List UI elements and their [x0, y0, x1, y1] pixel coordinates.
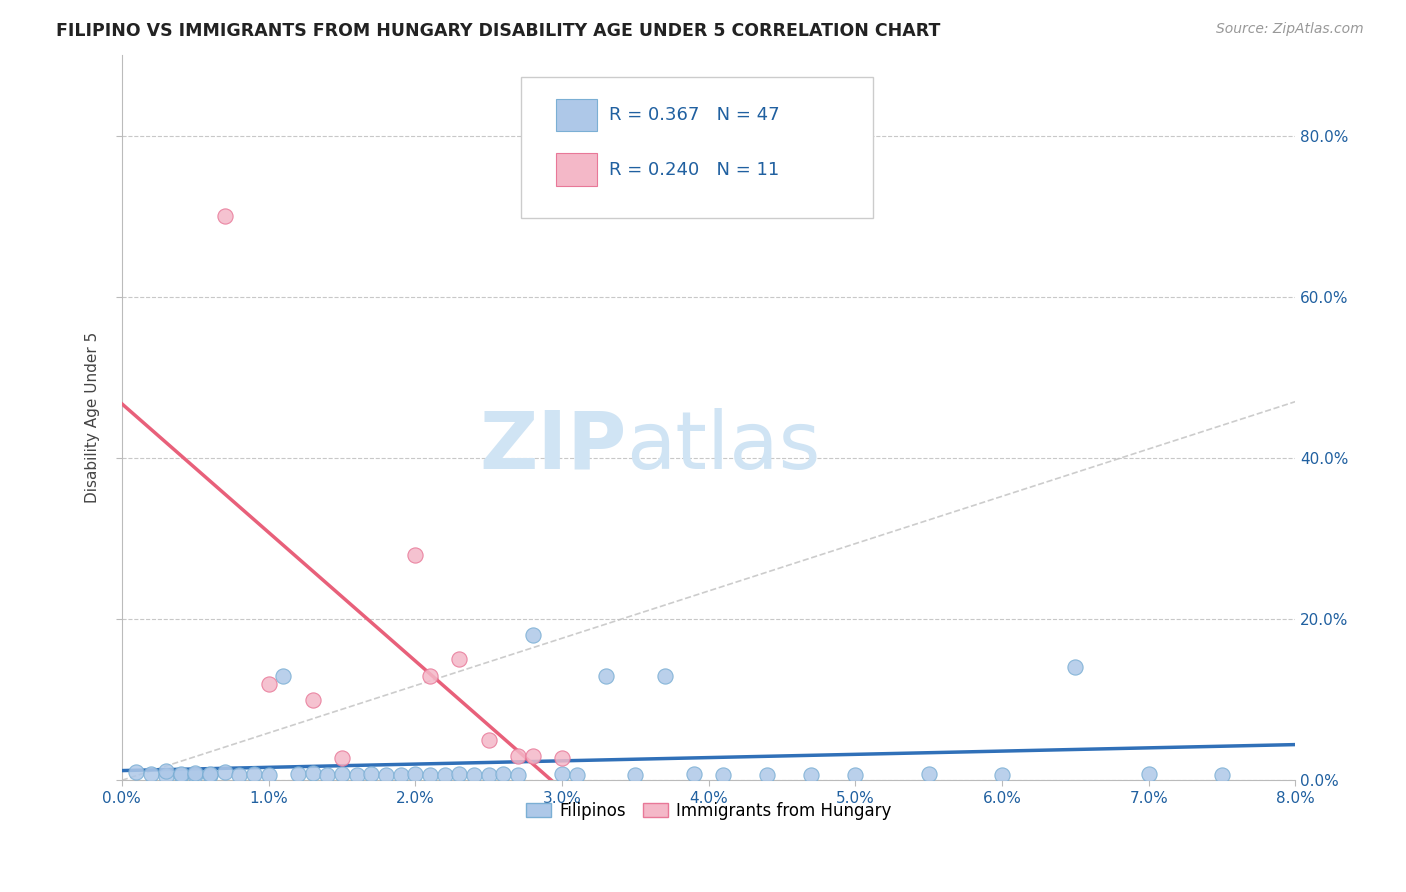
Filipinos — [214, 765, 236, 780]
Immigrants from Hungary — [214, 209, 236, 223]
Filipinos — [271, 668, 294, 682]
Filipinos — [330, 767, 353, 781]
Filipinos — [463, 767, 485, 781]
Legend: Filipinos, Immigrants from Hungary: Filipinos, Immigrants from Hungary — [519, 795, 898, 826]
Filipinos — [301, 766, 323, 780]
Text: R = 0.240   N = 11: R = 0.240 N = 11 — [609, 161, 779, 178]
Filipinos — [844, 768, 866, 782]
Filipinos — [198, 767, 221, 781]
Filipinos — [257, 768, 280, 782]
Filipinos — [316, 767, 339, 781]
Filipinos — [404, 767, 426, 781]
Filipinos — [155, 764, 177, 778]
Filipinos — [478, 768, 501, 782]
Filipinos — [169, 767, 191, 781]
Filipinos — [756, 767, 779, 781]
Immigrants from Hungary — [506, 749, 529, 764]
Filipinos — [243, 767, 266, 781]
Filipinos — [169, 767, 191, 781]
Filipinos — [125, 765, 148, 780]
Immigrants from Hungary — [330, 750, 353, 764]
Filipinos — [374, 768, 396, 782]
Immigrants from Hungary — [301, 692, 323, 706]
Immigrants from Hungary — [478, 733, 501, 747]
Filipinos — [360, 767, 382, 781]
Text: ZIP: ZIP — [479, 408, 627, 486]
Text: Source: ZipAtlas.com: Source: ZipAtlas.com — [1216, 22, 1364, 37]
Filipinos — [1137, 767, 1160, 781]
Filipinos — [624, 767, 647, 781]
Filipinos — [287, 767, 309, 781]
Filipinos — [711, 767, 734, 781]
Filipinos — [595, 668, 617, 682]
Filipinos — [918, 767, 941, 781]
Y-axis label: Disability Age Under 5: Disability Age Under 5 — [86, 332, 100, 503]
Bar — [555, 99, 598, 131]
Filipinos — [346, 767, 368, 781]
Text: FILIPINO VS IMMIGRANTS FROM HUNGARY DISABILITY AGE UNDER 5 CORRELATION CHART: FILIPINO VS IMMIGRANTS FROM HUNGARY DISA… — [56, 22, 941, 40]
Text: atlas: atlas — [627, 408, 821, 486]
FancyBboxPatch shape — [520, 77, 873, 219]
Filipinos — [389, 767, 412, 781]
Filipinos — [683, 767, 706, 781]
Text: R = 0.367   N = 47: R = 0.367 N = 47 — [609, 105, 779, 124]
Filipinos — [991, 767, 1014, 781]
Filipinos — [551, 767, 574, 781]
Filipinos — [155, 769, 177, 783]
Immigrants from Hungary — [449, 652, 471, 666]
Filipinos — [1064, 660, 1087, 674]
Immigrants from Hungary — [551, 750, 574, 764]
Immigrants from Hungary — [522, 749, 544, 764]
Filipinos — [654, 668, 676, 682]
Immigrants from Hungary — [257, 676, 280, 690]
Filipinos — [433, 768, 456, 782]
Filipinos — [565, 767, 588, 781]
Filipinos — [419, 767, 441, 781]
Filipinos — [198, 767, 221, 781]
Immigrants from Hungary — [404, 548, 426, 562]
Filipinos — [1211, 767, 1233, 781]
Filipinos — [449, 767, 471, 781]
Filipinos — [506, 767, 529, 781]
Filipinos — [184, 768, 207, 782]
Immigrants from Hungary — [419, 668, 441, 682]
Filipinos — [141, 767, 163, 781]
Bar — [555, 153, 598, 186]
Filipinos — [228, 767, 250, 781]
Filipinos — [492, 767, 515, 781]
Filipinos — [184, 766, 207, 780]
Filipinos — [800, 767, 823, 781]
Filipinos — [522, 628, 544, 642]
